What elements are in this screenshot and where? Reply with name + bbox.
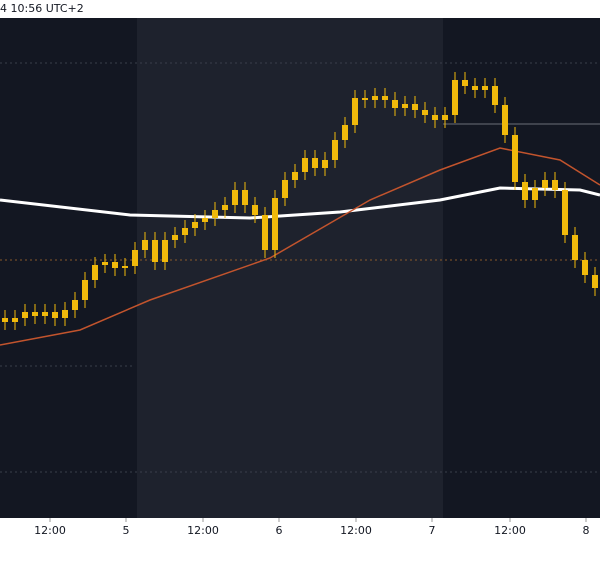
candle-body [422, 110, 428, 115]
candle-body [582, 260, 588, 275]
candle-body [22, 312, 28, 318]
candle-body [162, 240, 168, 262]
candle-body [212, 210, 218, 218]
candle-body [402, 104, 408, 108]
candle-body [522, 182, 528, 200]
candle-body [272, 198, 278, 250]
candle-body [242, 190, 248, 205]
x-tick-label: 12:00 [494, 524, 526, 537]
candle-body [462, 80, 468, 86]
candle-body [92, 265, 98, 280]
x-tick-label: 6 [276, 524, 283, 537]
candle-body [372, 96, 378, 100]
candle-body [32, 312, 38, 316]
candle-body [222, 205, 228, 210]
candle-body [62, 310, 68, 318]
candle-body [342, 125, 348, 140]
candle-body [52, 312, 58, 318]
plot [0, 62, 600, 473]
candle-body [492, 86, 498, 105]
candle-body [352, 98, 358, 125]
candle-body [432, 115, 438, 120]
x-tick-label: 7 [429, 524, 436, 537]
candle-body [482, 86, 488, 90]
candle-body [192, 222, 198, 228]
candle-body [572, 235, 578, 260]
candle-body [292, 172, 298, 180]
candle-body [12, 318, 18, 322]
candle-body [472, 86, 478, 90]
candle-body [322, 160, 328, 168]
candle-body [412, 104, 418, 110]
session-band [137, 18, 443, 518]
candle-body [592, 275, 598, 288]
candle-body [312, 158, 318, 168]
candle-body [232, 190, 238, 205]
x-tick-label: 12:00 [187, 524, 219, 537]
candle-body [562, 190, 568, 235]
candle-body [112, 262, 118, 268]
candle-body [512, 135, 518, 182]
candle-body [302, 158, 308, 172]
x-tick-label: 12:00 [34, 524, 66, 537]
candle-body [82, 280, 88, 300]
candle-body [72, 300, 78, 310]
candle-body [132, 250, 138, 266]
x-tick-label: 5 [123, 524, 130, 537]
candle-body [2, 318, 8, 322]
candle-body [172, 235, 178, 240]
candle-body [452, 80, 458, 115]
moving-average [0, 147, 600, 346]
candle-body [362, 98, 368, 100]
candle-body [332, 140, 338, 160]
candle-body [392, 100, 398, 108]
candle-body [102, 262, 108, 265]
candle-body [532, 188, 538, 200]
moving-average [0, 186, 600, 220]
header-text: 4 10:56 UTC+2 [0, 2, 84, 15]
candle-body [502, 105, 508, 135]
candle-body [122, 266, 128, 268]
x-tick-label: 8 [583, 524, 590, 537]
candle-body [282, 180, 288, 198]
candle-body [252, 205, 258, 215]
candle-body [382, 96, 388, 100]
x-tick-label: 12:00 [340, 524, 372, 537]
candle-body [542, 180, 548, 188]
candle-body [142, 240, 148, 250]
candle-body [182, 228, 188, 235]
candle-body [202, 218, 208, 222]
candle-body [442, 115, 448, 120]
candle-body [552, 180, 558, 190]
candle-body [262, 215, 268, 250]
candle-body [42, 312, 48, 316]
candle-body [152, 240, 158, 262]
